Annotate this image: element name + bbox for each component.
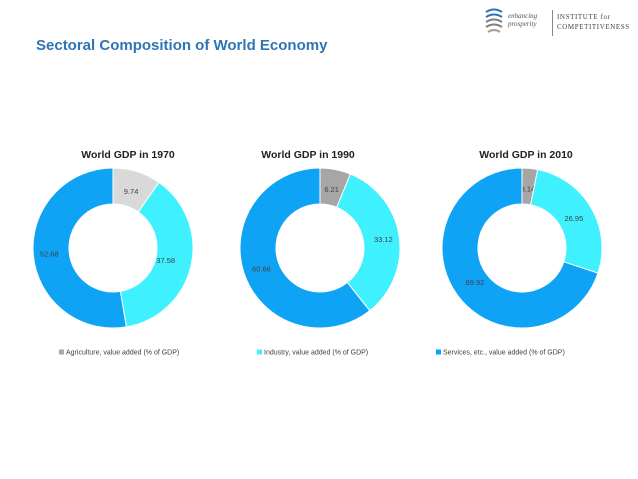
data-label: 69.92 [466,278,485,287]
page-title: Sectoral Composition of World Economy [36,37,328,54]
legend-swatch [257,349,262,355]
logo-tagline-line2: prosperity [508,20,537,28]
chart-title: World GDP in 1970 [81,149,175,161]
slice-services [239,167,371,329]
logo-tagline-line1: enhancing [508,12,538,20]
slice-industry [119,181,194,328]
legend-swatch [436,349,441,355]
data-label: 52.68 [40,249,59,258]
data-label: 37.58 [156,256,175,265]
logo-emblem-icon [485,8,503,33]
logo-name-line1: INSTITUTE for [557,13,611,21]
legend-label: Services, etc., value added (% of GDP) [443,350,565,357]
data-label: 9.74 [124,187,139,196]
data-label: 26.95 [564,214,583,223]
slice-services [441,167,599,329]
legend-label: Industry, value added (% of GDP) [264,350,368,357]
data-label: 3.14 [521,184,536,193]
legend-swatch [59,349,64,355]
legend-label: Agriculture, value added (% of GDP) [66,350,179,357]
data-label: 33.12 [374,235,393,244]
data-label: 60.66 [252,264,271,273]
logo-name: INSTITUTE for COMPETITIVENESS [557,12,637,32]
slice-services [32,167,127,329]
logo-divider [552,10,553,36]
slice-industry [336,173,401,312]
chart-title: World GDP in 2010 [479,149,573,161]
data-label: 6.21 [324,185,339,194]
logo-tagline: enhancing prosperity [508,12,548,28]
logo-name-line2: COMPETITIVENESS [557,23,630,31]
institute-logo: enhancing prosperity INSTITUTE for COMPE… [483,6,633,40]
slice-industry [530,168,603,274]
chart-title: World GDP in 1990 [261,149,355,161]
